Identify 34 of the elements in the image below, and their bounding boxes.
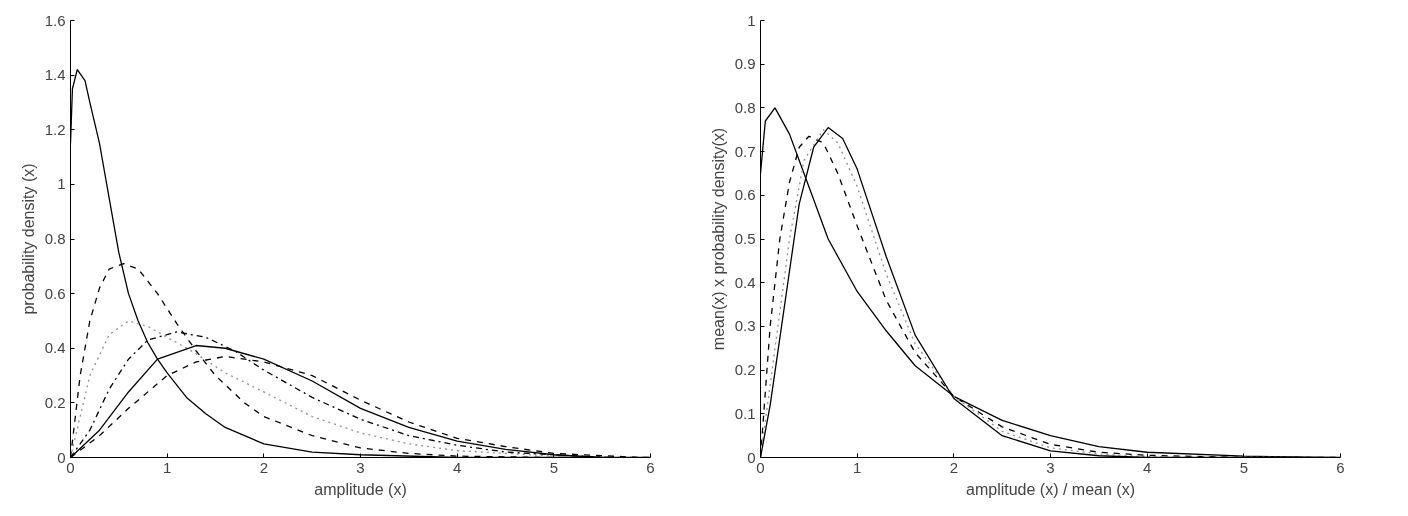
y-tick-label: 1 xyxy=(57,175,66,193)
y-axis-title: mean(x) x probability density(x) xyxy=(709,127,727,351)
y-tick-label: 1.2 xyxy=(44,120,66,138)
x-tick-label: 3 xyxy=(1046,458,1055,476)
y-tick-label: 1 xyxy=(747,11,756,29)
y-tick-label: 0.4 xyxy=(44,339,66,357)
y-tick-label: 1.6 xyxy=(44,11,66,29)
x-tick-label: 2 xyxy=(949,458,959,476)
x-axis-title: amplitude (x) / mean (x) xyxy=(966,480,1135,498)
y-tick-label: 1.4 xyxy=(44,66,66,84)
y-tick-label: 0.8 xyxy=(734,98,756,116)
y-tick-label: 0.3 xyxy=(734,317,756,335)
y-tick-label: 0.6 xyxy=(734,186,756,204)
x-tick-label: 1 xyxy=(853,458,862,476)
y-tick-label: 0.8 xyxy=(44,230,66,247)
x-tick-label: 2 xyxy=(259,458,269,476)
y-tick-label: 0.6 xyxy=(44,284,66,302)
y-tick-label: 0.7 xyxy=(734,142,756,160)
y-tick-label: 0.9 xyxy=(734,55,756,73)
x-tick-label: 5 xyxy=(549,458,559,476)
x-axis-title: amplitude (x) xyxy=(314,480,407,498)
x-tick-label: 1 xyxy=(163,458,172,476)
y-tick-label: 0.5 xyxy=(734,230,756,247)
x-tick-label: 4 xyxy=(453,458,462,476)
y-tick-label: 0.4 xyxy=(734,273,756,291)
y-tick-label: 0.1 xyxy=(734,404,756,422)
x-tick-label: 4 xyxy=(1143,458,1152,476)
x-tick-label: 5 xyxy=(1239,458,1249,476)
x-tick-label: 6 xyxy=(1336,458,1345,476)
y-tick-label: 0.2 xyxy=(734,361,756,379)
y-axis-title: probability density (x) xyxy=(19,163,37,315)
y-tick-label: 0.2 xyxy=(44,393,66,411)
x-tick-label: 6 xyxy=(646,458,655,476)
x-tick-label: 3 xyxy=(356,458,365,476)
